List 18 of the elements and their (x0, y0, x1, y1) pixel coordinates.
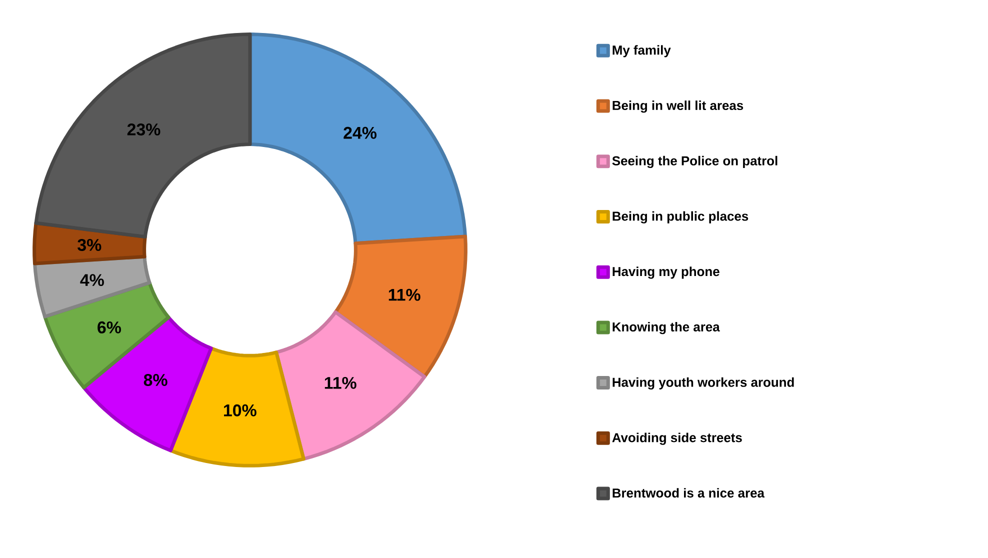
legend-label: Having my phone (612, 266, 720, 279)
legend-label: Knowing the area (612, 322, 720, 334)
data-label: 24% (344, 126, 376, 139)
data-label: 8% (144, 374, 168, 386)
legend-label: Being in public places (612, 211, 748, 224)
data-label: 11% (324, 376, 356, 389)
legend-label: Seeing the Police on patrol (612, 156, 778, 168)
legend-label: Being in well lit areas (612, 100, 744, 113)
legend-label: Brentwood is a nice area (612, 488, 765, 498)
data-label: 23% (127, 123, 160, 136)
data-label: 6% (98, 321, 121, 334)
data-label: 4% (80, 274, 104, 286)
legend-label: My family (612, 45, 671, 58)
data-label: 10% (224, 404, 256, 416)
legend-label: Avoiding side streets (612, 432, 742, 445)
legend-label: Having youth workers around (612, 377, 794, 390)
data-label: 3% (78, 238, 102, 251)
data-label: 11% (388, 288, 420, 301)
